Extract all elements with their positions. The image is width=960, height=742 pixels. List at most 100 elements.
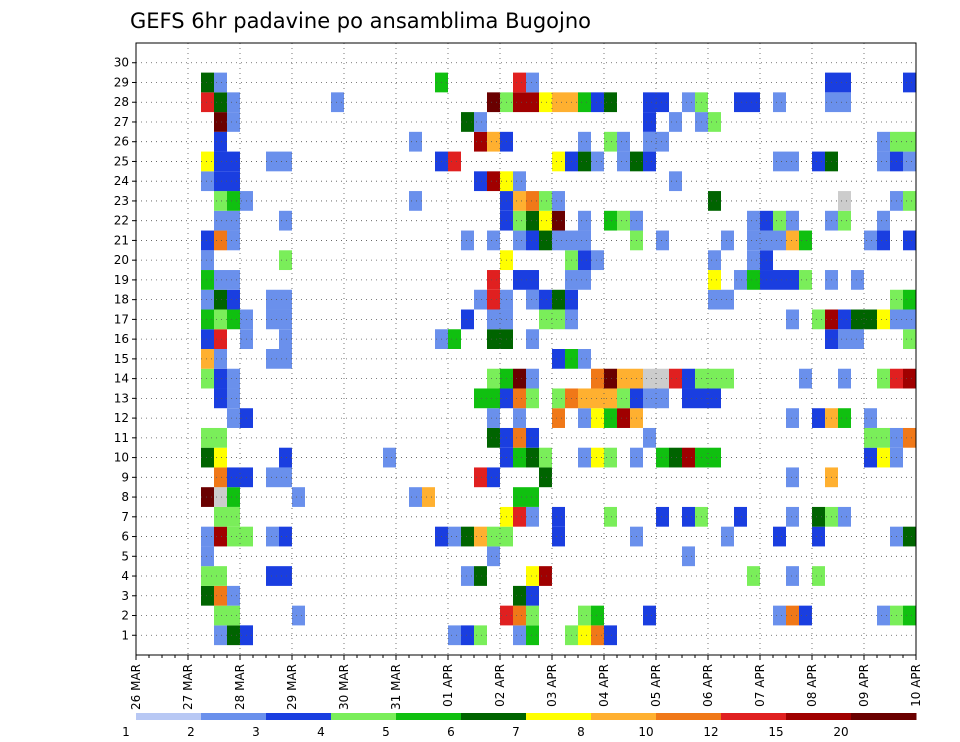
x-tick-label: 08 APR: [805, 664, 819, 707]
y-tick-label: 8: [121, 490, 129, 504]
colorbar-label: 15: [768, 725, 783, 739]
heatmap-cell: [201, 171, 214, 192]
heatmap-cell: [552, 230, 565, 251]
heatmap-cell: [266, 467, 279, 488]
heatmap-cell: [578, 349, 591, 369]
heatmap-cell: [591, 368, 604, 389]
heatmap-cell: [201, 368, 214, 389]
heatmap-cell: [201, 309, 214, 330]
heatmap-cell: [552, 289, 565, 310]
heatmap-cell: [227, 112, 240, 132]
heatmap-cell: [903, 151, 916, 172]
heatmap-cell: [201, 329, 214, 349]
heatmap-cell: [578, 447, 591, 468]
heatmap-cell: [526, 230, 539, 251]
heatmap-cell: [526, 605, 539, 626]
heatmap-cell: [409, 131, 422, 152]
heatmap-cell: [539, 309, 552, 330]
heatmap-cell: [214, 388, 227, 409]
heatmap-cell: [526, 487, 539, 507]
heatmap-cell: [708, 368, 721, 389]
heatmap-cell: [812, 506, 825, 527]
y-tick-label: 1: [121, 628, 129, 642]
heatmap-cell: [201, 427, 214, 448]
heatmap-cell: [851, 270, 864, 290]
heatmap-cell: [279, 151, 292, 172]
heatmap-cell: [734, 92, 747, 113]
heatmap-cell: [201, 230, 214, 251]
heatmap-cell: [526, 289, 539, 310]
heatmap-cell: [747, 210, 760, 231]
heatmap-cell: [812, 151, 825, 172]
heatmap-cell: [656, 447, 669, 468]
heatmap-cell: [201, 349, 214, 369]
y-tick-label: 28: [114, 95, 129, 109]
heatmap-cell: [487, 368, 500, 389]
heatmap-cell: [448, 526, 461, 547]
heatmap-cell: [903, 309, 916, 330]
heatmap-cell: [227, 230, 240, 251]
heatmap-cell: [526, 566, 539, 586]
heatmap-cell: [578, 270, 591, 290]
heatmap-cell: [487, 131, 500, 152]
colorbar-label: 5: [382, 725, 390, 739]
heatmap-cell: [279, 526, 292, 547]
heatmap-cell: [747, 92, 760, 113]
y-tick-label: 2: [121, 609, 129, 623]
y-axis: 1234567891011121314151617181920212223242…: [114, 56, 136, 642]
heatmap-cell: [227, 605, 240, 626]
heatmap-cell: [214, 151, 227, 172]
colorbar-swatch: [656, 713, 722, 720]
heatmap-cell: [461, 566, 474, 586]
colorbar-label: 8: [577, 725, 585, 739]
colorbar-swatch: [526, 713, 592, 720]
heatmap-cell: [227, 92, 240, 113]
colorbar-swatch: [461, 713, 527, 720]
heatmap-cell: [279, 349, 292, 369]
heatmap-cell: [526, 388, 539, 409]
heatmap-cell: [539, 566, 552, 586]
heatmap-cell: [838, 210, 851, 231]
heatmap-cell: [773, 92, 786, 113]
heatmap-cell: [708, 447, 721, 468]
heatmap-cell: [214, 112, 227, 132]
heatmap-cell: [786, 151, 799, 172]
y-tick-label: 22: [114, 214, 129, 228]
heatmap-cell: [877, 151, 890, 172]
heatmap-cell: [201, 72, 214, 93]
x-tick-label: 03 APR: [545, 664, 559, 707]
heatmap-cell: [721, 289, 734, 310]
heatmap-cell: [214, 329, 227, 349]
heatmap-cell: [214, 427, 227, 448]
heatmap-cell: [838, 92, 851, 113]
heatmap-cell: [578, 210, 591, 231]
heatmap-cell: [838, 368, 851, 389]
heatmap-cell: [539, 191, 552, 211]
heatmap-cell: [513, 72, 526, 93]
colorbar-swatch: [591, 713, 657, 720]
heatmap-cell: [773, 230, 786, 251]
heatmap-cell: [279, 329, 292, 349]
y-tick-label: 20: [114, 253, 129, 267]
colorbar-swatch: [851, 713, 917, 720]
heatmap-cell: [266, 309, 279, 330]
x-tick-label: 01 APR: [441, 664, 455, 707]
heatmap-cell: [227, 506, 240, 527]
heatmap-cell: [227, 171, 240, 192]
heatmap-cell: [513, 605, 526, 626]
heatmap-cell: [708, 191, 721, 211]
heatmap-cell: [591, 92, 604, 113]
heatmap-cell: [331, 92, 344, 113]
heatmap-cell: [422, 487, 435, 507]
y-tick-label: 5: [121, 549, 129, 563]
heatmap-cell: [864, 427, 877, 448]
heatmap-cell: [292, 605, 305, 626]
colorbar-label: 20: [833, 725, 848, 739]
heatmap-cell: [877, 131, 890, 152]
heatmap-cell: [604, 131, 617, 152]
heatmap-cell: [513, 270, 526, 290]
colorbar-label: 10: [638, 725, 653, 739]
heatmap-cell: [513, 625, 526, 646]
heatmap-cell: [747, 270, 760, 290]
heatmap-cell: [578, 605, 591, 626]
